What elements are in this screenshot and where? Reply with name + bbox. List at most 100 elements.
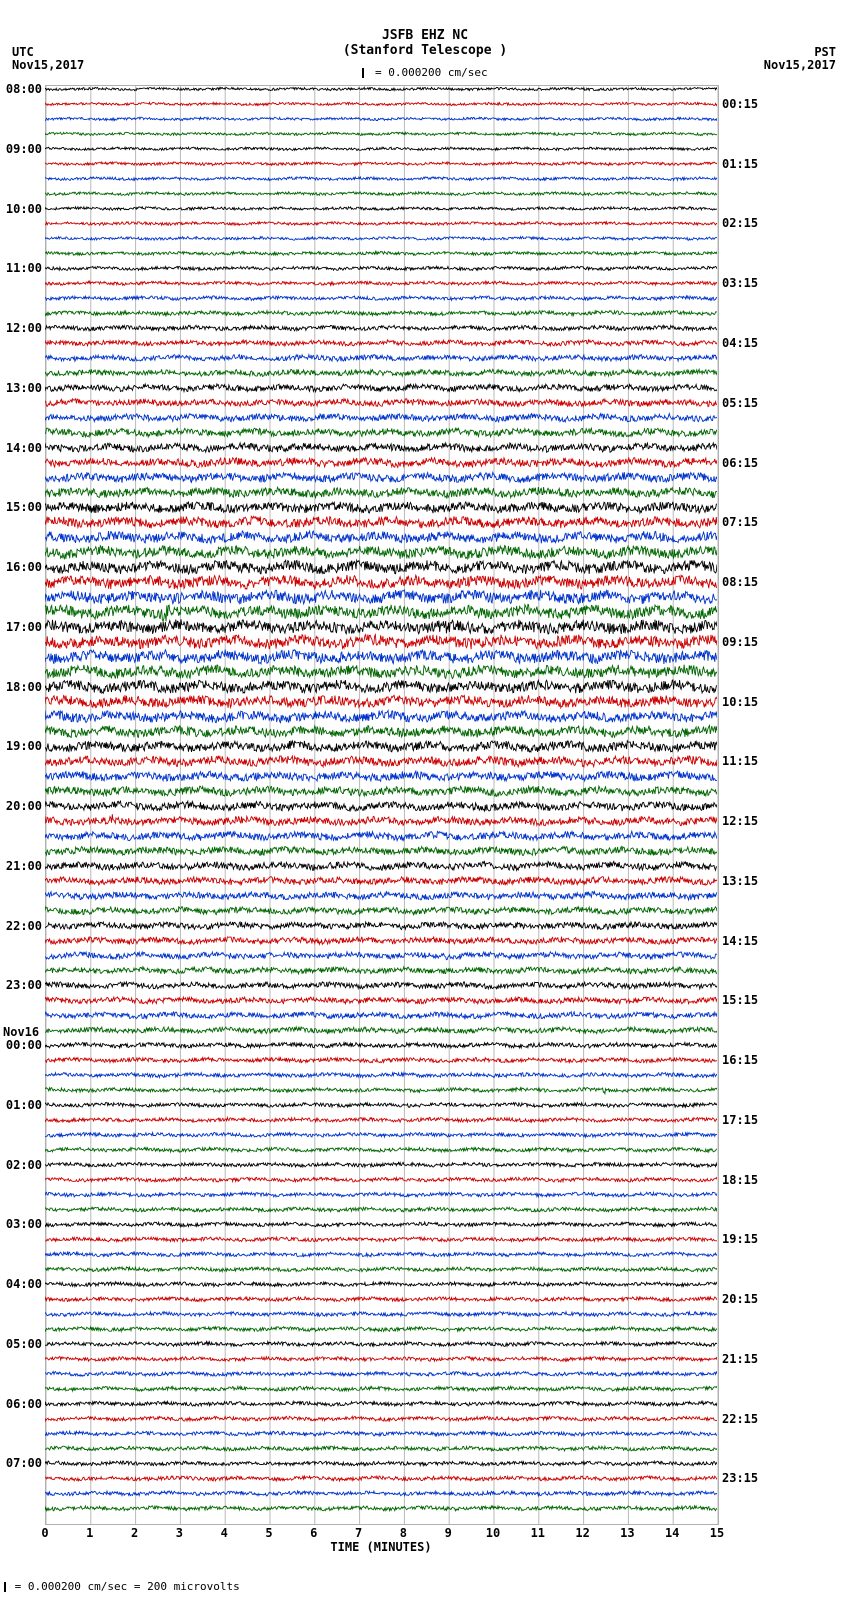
right-hour-label: 04:15 — [722, 336, 758, 350]
right-time-axis: 00:1501:1502:1503:1504:1505:1506:1507:15… — [720, 85, 840, 1523]
trace — [45, 472, 717, 483]
trace — [45, 414, 717, 422]
x-tick-label: 7 — [355, 1526, 362, 1540]
left-hour-label: 17:00 — [6, 620, 42, 634]
trace — [45, 207, 717, 211]
trace — [45, 877, 717, 886]
x-axis: TIME (MINUTES) 0123456789101112131415 — [45, 1524, 717, 1564]
trace — [45, 1401, 717, 1406]
right-hour-label: 01:15 — [722, 157, 758, 171]
trace — [45, 741, 717, 752]
right-hour-label: 16:15 — [722, 1053, 758, 1067]
right-hour-label: 02:15 — [722, 216, 758, 230]
x-tick-label: 0 — [41, 1526, 48, 1540]
left-hour-label: 09:00 — [6, 142, 42, 156]
scale-note: = 0.000200 cm/sec — [0, 66, 850, 79]
x-tick-label: 11 — [531, 1526, 545, 1540]
trace — [45, 443, 717, 453]
left-hour-label: 22:00 — [6, 919, 42, 933]
left-hour-label: 06:00 — [6, 1397, 42, 1411]
left-hour-label: 00:00 — [6, 1038, 42, 1052]
seismogram-traces — [45, 85, 717, 1523]
right-hour-label: 21:15 — [722, 1352, 758, 1366]
left-hour-label: 05:00 — [6, 1337, 42, 1351]
trace — [45, 162, 717, 166]
left-hour-label: 07:00 — [6, 1456, 42, 1470]
trace — [45, 1342, 717, 1347]
right-hour-label: 22:15 — [722, 1412, 758, 1426]
trace — [45, 147, 717, 150]
right-hour-label: 10:15 — [722, 695, 758, 709]
left-hour-label: 23:00 — [6, 978, 42, 992]
x-tick-label: 9 — [445, 1526, 452, 1540]
trace — [45, 266, 717, 270]
trace — [45, 1088, 717, 1094]
right-hour-label: 15:15 — [722, 993, 758, 1007]
x-axis-title: TIME (MINUTES) — [45, 1540, 717, 1554]
x-tick-label: 3 — [176, 1526, 183, 1540]
trace — [45, 458, 717, 468]
x-tick-label: 1 — [86, 1526, 93, 1540]
right-hour-label: 12:15 — [722, 814, 758, 828]
trace — [45, 325, 717, 331]
footer-scale: = 0.000200 cm/sec = 200 microvolts — [2, 1580, 240, 1593]
pst-date: Nov15,2017 — [764, 58, 836, 72]
trace — [45, 1357, 717, 1362]
trace — [45, 952, 717, 960]
trace — [45, 846, 717, 855]
header: JSFB EHZ NC (Stanford Telescope ) — [0, 28, 850, 58]
trace — [45, 1327, 717, 1332]
right-hour-label: 19:15 — [722, 1232, 758, 1246]
trace — [45, 861, 717, 870]
x-tick-label: 10 — [486, 1526, 500, 1540]
left-hour-label: 11:00 — [6, 261, 42, 275]
trace — [45, 1207, 717, 1212]
trace — [45, 1177, 717, 1182]
trace — [45, 1431, 717, 1436]
x-tick-label: 14 — [665, 1526, 679, 1540]
right-hour-label: 23:15 — [722, 1471, 758, 1485]
trace — [45, 1461, 717, 1466]
trace — [45, 192, 717, 196]
right-hour-label: 13:15 — [722, 874, 758, 888]
trace — [45, 560, 717, 574]
x-tick-label: 13 — [620, 1526, 634, 1540]
trace — [45, 1012, 717, 1019]
right-hour-label: 11:15 — [722, 754, 758, 768]
left-hour-label: 12:00 — [6, 321, 42, 335]
trace — [45, 982, 717, 989]
trace — [45, 665, 717, 679]
trace — [45, 1267, 717, 1272]
left-hour-label: 21:00 — [6, 859, 42, 873]
x-tick-label: 2 — [131, 1526, 138, 1540]
trace — [45, 428, 717, 437]
trace — [45, 1476, 717, 1481]
trace — [45, 997, 717, 1004]
trace — [45, 1297, 717, 1302]
left-hour-label: 08:00 — [6, 82, 42, 96]
left-hour-label: 10:00 — [6, 202, 42, 216]
right-hour-label: 07:15 — [722, 515, 758, 529]
right-hour-label: 00:15 — [722, 97, 758, 111]
right-hour-label: 18:15 — [722, 1173, 758, 1187]
trace — [45, 487, 717, 498]
trace — [45, 650, 717, 665]
trace — [45, 87, 717, 90]
trace — [45, 516, 717, 528]
trace — [45, 1491, 717, 1496]
x-tick-label: 12 — [575, 1526, 589, 1540]
station-title: JSFB EHZ NC — [0, 28, 850, 43]
trace — [45, 177, 717, 181]
footer-scale-bar-icon — [4, 1582, 6, 1592]
trace — [45, 725, 717, 737]
trace — [45, 575, 717, 589]
trace — [45, 369, 717, 376]
trace — [45, 251, 717, 255]
left-hour-label: 16:00 — [6, 560, 42, 574]
trace — [45, 756, 717, 767]
trace — [45, 1147, 717, 1152]
trace — [45, 635, 717, 650]
trace — [45, 786, 717, 796]
scale-text: = 0.000200 cm/sec — [375, 66, 488, 79]
trace — [45, 711, 717, 723]
